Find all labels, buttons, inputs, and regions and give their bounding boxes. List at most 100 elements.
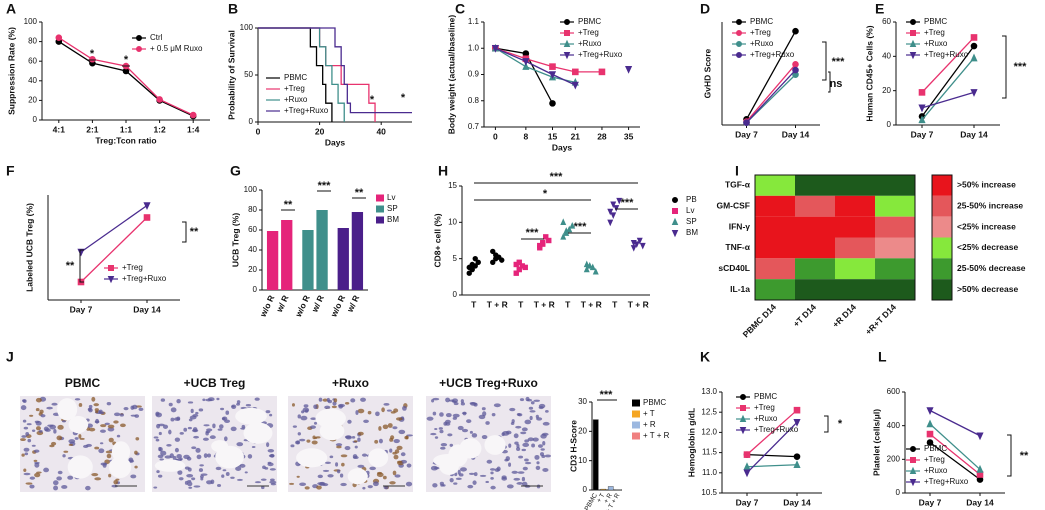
tissue-cell (517, 471, 525, 474)
tissue-cell (361, 453, 368, 457)
legend-label: + 0.5 μM Ruxo (150, 44, 203, 53)
tissue-cell (206, 453, 212, 458)
legend-marker (739, 414, 747, 422)
legend-label: <25% decrease (957, 242, 1018, 252)
x-tick-label: 21 (571, 131, 581, 141)
tissue-cell (340, 482, 347, 487)
tissue-cell (203, 453, 208, 458)
tissue-cell (449, 477, 454, 483)
image-label: +UCB Treg (184, 376, 246, 390)
tissue-cell (68, 443, 74, 446)
legend-marker (736, 41, 742, 47)
y-tick-label: 0.7 (468, 122, 480, 131)
tissue-cell (482, 411, 487, 417)
tissue-cell (314, 436, 318, 440)
marker (491, 44, 499, 53)
tissue-cell (188, 418, 193, 422)
tissue-cell (509, 407, 516, 412)
x-tick-label: Day 14 (966, 497, 994, 507)
tissue-cell (506, 484, 514, 489)
heatmap-cell (795, 279, 835, 300)
tissue-cell (33, 449, 40, 453)
tissue-cell (269, 480, 277, 484)
marker (592, 267, 599, 275)
heatmap-cell (755, 237, 795, 259)
tissue-cell (51, 402, 58, 406)
tissue-cell (372, 481, 379, 487)
x-tick-label: 20 (315, 126, 325, 136)
significance-label: *** (600, 389, 614, 401)
bar (592, 419, 599, 491)
tissue-cell (383, 485, 389, 490)
tissue-cell (56, 476, 62, 481)
legend-label: +Treg (284, 84, 305, 93)
alveolar-space (211, 440, 229, 453)
y-tick-label: 40 (28, 76, 37, 85)
y-tick-label: 600 (887, 387, 901, 396)
heatmap-cell (835, 175, 875, 196)
tissue-cell (220, 407, 225, 411)
x-tick-label: T + R (581, 299, 602, 309)
tissue-cell (501, 432, 505, 437)
tissue-cell (469, 430, 473, 434)
y-axis-label: CD3 H-Score (568, 420, 578, 472)
marker (490, 248, 496, 255)
tissue-cell (318, 397, 323, 402)
x-tick-label: w/ R (344, 294, 361, 315)
legend-swatch (932, 216, 952, 238)
tissue-cell (57, 424, 64, 430)
y-tick-label: 60 (882, 17, 891, 26)
tissue-cell (540, 448, 545, 451)
tissue-cell (376, 472, 384, 478)
x-tick-label: w/ R (274, 294, 291, 315)
tissue-cell (430, 465, 438, 471)
tissue-cell (496, 466, 501, 472)
tissue-cell (170, 407, 177, 413)
legend-label: >50% increase (957, 180, 1016, 190)
y-tick-label: 20 (882, 86, 891, 95)
legend-label: +Treg (924, 28, 945, 37)
tissue-cell (544, 454, 551, 458)
marker (583, 260, 590, 268)
x-tick-label: w/o R (257, 294, 276, 320)
marker (792, 66, 799, 74)
tissue-cell (490, 477, 494, 480)
tissue-cell (134, 465, 138, 469)
tissue-cell (486, 459, 493, 464)
tissue-cell (434, 436, 439, 439)
tissue-cell (93, 403, 100, 407)
tissue-cell (224, 436, 228, 442)
tissue-cell (156, 423, 161, 429)
legend-swatch (932, 195, 952, 217)
tissue-cell (43, 426, 49, 432)
tissue-cell (481, 407, 486, 411)
tissue-cell (393, 438, 400, 444)
marker (563, 227, 570, 234)
tissue-cell (430, 432, 437, 436)
legend-label: +Treg+Ruxo (754, 425, 799, 434)
tissue-cell (504, 458, 509, 462)
tissue-cell (455, 477, 462, 480)
tissue-cell (85, 443, 92, 447)
tissue-cell (202, 398, 206, 402)
tissue-cell (453, 402, 459, 406)
tissue-cell (335, 443, 343, 447)
y-tick-label: 20 (28, 96, 37, 105)
image-label: +UCB Treg+Ruxo (439, 376, 538, 390)
tissue-cell (344, 446, 351, 451)
marker (571, 81, 579, 90)
marker (522, 58, 530, 66)
tissue-cell (519, 398, 525, 402)
significance-label: ** (284, 199, 293, 211)
tissue-cell (200, 474, 204, 479)
tissue-cell (304, 409, 309, 413)
tissue-cell (196, 454, 202, 460)
bar (337, 228, 349, 290)
tissue-cell (381, 407, 385, 413)
legend-marker (910, 19, 916, 25)
y-tick-label: 0 (33, 115, 38, 124)
tissue-cell (485, 421, 490, 425)
tissue-cell (367, 410, 372, 415)
alveolar-space (243, 422, 273, 444)
tissue-cell (22, 419, 27, 423)
